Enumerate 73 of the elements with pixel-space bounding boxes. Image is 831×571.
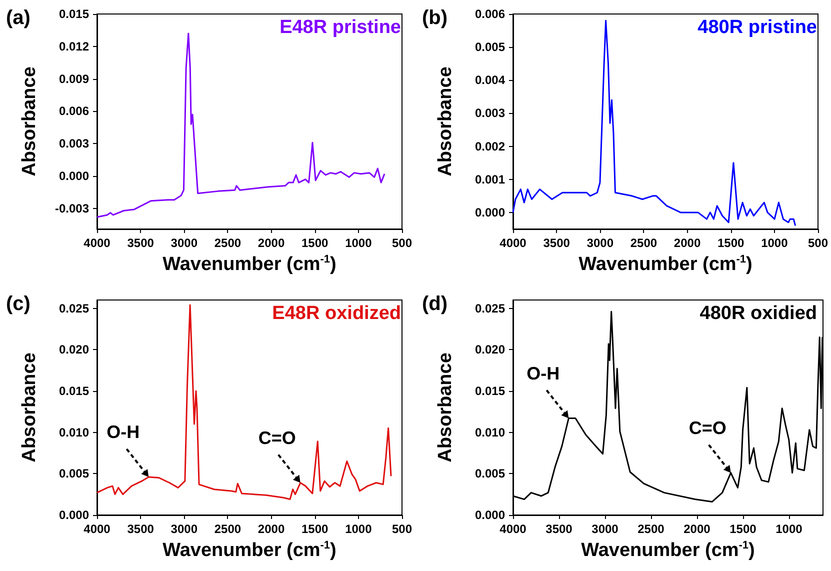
- chart-title: (a): [6, 7, 30, 29]
- y-tick-label: 0.025: [58, 301, 90, 316]
- annotation: C=O: [258, 428, 296, 448]
- x-tick-label: 3000: [592, 522, 619, 536]
- x-tick-label: 3000: [170, 522, 198, 536]
- y-tick-label: 0.009: [58, 72, 90, 86]
- y-tick-label: -0.003: [54, 201, 90, 216]
- y-tick-label: 0.015: [58, 7, 90, 21]
- x-tick-label: 2000: [258, 236, 285, 250]
- y-tick-label: 0.003: [474, 106, 506, 120]
- y-tick-label: 0.005: [474, 466, 506, 481]
- y-tick-label: 0.015: [58, 384, 90, 398]
- x-tick-label: 500: [808, 236, 828, 250]
- text: 480R pristine: [698, 17, 818, 38]
- y-tick-label: 0.005: [474, 40, 506, 54]
- x-tick-label: 3000: [170, 236, 198, 250]
- y-axis-title: Absorbance: [435, 66, 456, 176]
- y-tick-label: 0.010: [474, 425, 506, 440]
- x-tick-label: 500: [392, 522, 412, 536]
- x-tick-label: 1000: [761, 236, 788, 250]
- x-tick-label: 2000: [674, 236, 701, 250]
- x-tick-label: 4000: [84, 522, 111, 536]
- x-tick-label: 1500: [302, 236, 329, 250]
- x-tick-label: 4000: [500, 522, 527, 536]
- x-tick-label: 2500: [214, 236, 242, 250]
- x-tick-label: 1000: [776, 522, 803, 536]
- x-tick-label: 2500: [214, 522, 242, 536]
- text: E48R oxidized: [272, 303, 402, 324]
- y-tick-label: 0.015: [474, 384, 506, 398]
- text: E48R pristine: [280, 17, 402, 38]
- x-tick-label: 1000: [345, 236, 372, 250]
- chart-title: (b): [422, 7, 448, 29]
- y-tick-label: 0.000: [58, 508, 90, 522]
- y-tick-label: 0.000: [474, 508, 506, 522]
- y-tick-label: 0.012: [58, 39, 90, 54]
- x-tick-label: 1500: [730, 522, 757, 536]
- chart-title: (d): [422, 293, 448, 315]
- x-tick-label: 1500: [718, 236, 745, 250]
- y-tick-label: 0.025: [474, 301, 506, 316]
- y-tick-label: 0.006: [58, 104, 90, 118]
- x-tick-label: 3000: [586, 236, 614, 250]
- y-tick-label: 0.005: [58, 466, 90, 481]
- y-axis-title: Absorbance: [19, 66, 40, 176]
- y-tick-label: 0.010: [58, 425, 90, 440]
- y-tick-label: 0.003: [58, 136, 90, 151]
- chart-title: (c): [6, 293, 30, 315]
- x-tick-label: 4000: [500, 236, 527, 250]
- x-tick-label: 2500: [630, 236, 658, 250]
- x-tick-label: 2500: [638, 522, 665, 536]
- y-axis-title: Absorbance: [19, 352, 40, 462]
- x-tick-label: 3500: [543, 236, 570, 250]
- y-tick-label: 0.020: [58, 342, 90, 357]
- x-tick-label: 2000: [258, 522, 285, 536]
- y-tick-label: 0.004: [474, 73, 506, 88]
- y-tick-label: 0.002: [474, 139, 506, 154]
- x-tick-label: 2000: [684, 522, 711, 536]
- y-tick-label: 0.020: [474, 342, 506, 357]
- x-tick-label: 3500: [546, 522, 573, 536]
- annotation: C=O: [688, 418, 726, 438]
- x-tick-label: 1500: [302, 522, 329, 536]
- series-label: 480R oxidied: [700, 303, 818, 324]
- annotation: O-H: [526, 363, 560, 384]
- x-tick-label: 4000: [84, 236, 111, 250]
- x-tick-label: 1000: [345, 522, 372, 536]
- y-axis-title: Absorbance: [435, 352, 456, 462]
- x-tick-label: 3500: [127, 522, 154, 536]
- y-tick-label: 0.000: [58, 169, 90, 184]
- y-tick-label: 0.001: [474, 172, 506, 186]
- y-tick-label: 0.006: [474, 7, 506, 21]
- annotation: O-H: [106, 422, 140, 442]
- x-tick-label: 500: [392, 236, 412, 250]
- y-tick-label: 0.000: [474, 205, 506, 220]
- x-tick-label: 3500: [127, 236, 154, 250]
